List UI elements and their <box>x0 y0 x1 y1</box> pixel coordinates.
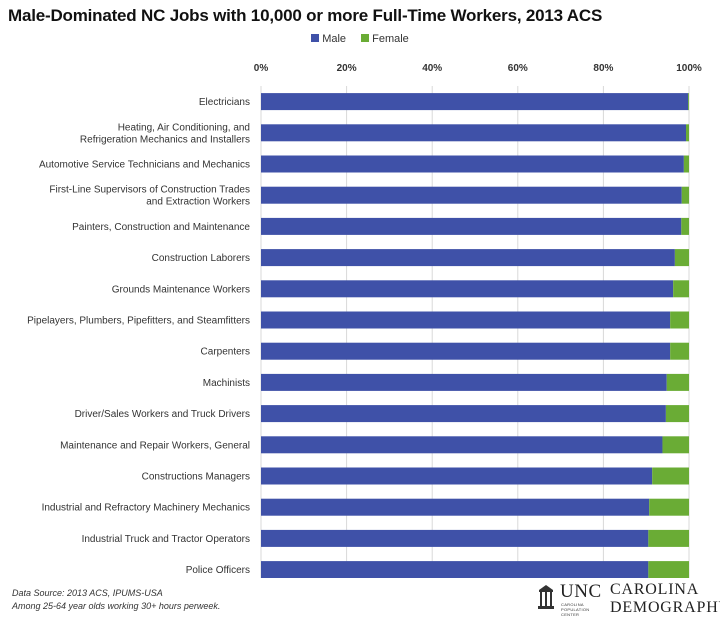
x-tick-label: 40% <box>422 63 442 74</box>
logo-sub-line: CENTER <box>561 612 580 617</box>
category-label: Electricians <box>199 97 250 108</box>
legend-item-female: Female <box>361 33 409 45</box>
x-tick-label: 60% <box>508 63 528 74</box>
category-label: Driver/Sales Workers and Truck Drivers <box>75 409 250 420</box>
bar-male <box>261 467 653 485</box>
category-label: First-Line Supervisors of Construction T… <box>49 185 250 208</box>
category-label: Automotive Service Technicians and Mecha… <box>39 160 250 171</box>
logo-sub-line: POPULATION <box>561 607 590 612</box>
category-label: Industrial and Refractory Machinery Mech… <box>42 503 250 514</box>
category-label: Constructions Managers <box>142 472 250 483</box>
bar-male <box>261 155 684 173</box>
footer-notes: Data Source: 2013 ACS, IPUMS-USA Among 2… <box>12 587 220 613</box>
legend-label-female: Female <box>372 33 409 45</box>
bar-male <box>261 498 650 516</box>
bar-male <box>261 373 667 391</box>
logo-word-carolina: CAROLINA <box>610 581 700 598</box>
bar-female <box>681 186 689 204</box>
chart-title: Male-Dominated NC Jobs with 10,000 or mo… <box>8 6 603 25</box>
category-label: Carpenters <box>201 347 250 358</box>
logo-word-demography: DEMOGRAPHY <box>610 599 720 616</box>
bar-female <box>670 342 689 360</box>
bar-male <box>261 280 674 298</box>
bar-male <box>261 186 682 204</box>
category-label: Painters, Construction and Maintenance <box>72 222 250 233</box>
legend-item-male: Male <box>311 33 346 45</box>
bar-male <box>261 217 682 235</box>
bar-female <box>662 436 689 454</box>
category-label: Heating, Air Conditioning, and Refrigerat… <box>80 122 250 145</box>
x-tick-label: 20% <box>337 63 357 74</box>
x-tick-label: 80% <box>593 63 613 74</box>
data-source-note: Data Source: 2013 ACS, IPUMS-USA <box>12 588 163 598</box>
bar-male <box>261 311 671 329</box>
legend-label-male: Male <box>322 33 347 45</box>
bar-female <box>674 249 689 267</box>
category-label: Machinists <box>203 378 250 389</box>
category-label: Police Officers <box>186 565 250 576</box>
bar-male <box>261 342 671 360</box>
category-label: Pipelayers, Plumbers, Pipefitters, and S… <box>27 316 250 327</box>
bar-chart: 0% 20% 40% 60% 80% 100% Electricians Heating, A… <box>27 63 702 578</box>
legend-swatch-male <box>311 34 320 42</box>
legend-swatch-female <box>361 34 370 42</box>
carolina-demography-logo: UNC CAROLINA POPULATION CENTER CAROLINA … <box>538 580 720 618</box>
bar-female <box>670 311 689 329</box>
bar-female <box>688 93 689 111</box>
bar-male <box>261 436 663 454</box>
bar-female <box>648 561 689 578</box>
x-tick-label: 0% <box>254 63 269 74</box>
bar-female <box>665 405 689 423</box>
bar-male <box>261 93 689 111</box>
bar-female <box>666 373 689 391</box>
category-label: Construction Laborers <box>152 253 250 264</box>
bar-male <box>261 249 675 267</box>
old-well-icon <box>538 585 554 609</box>
bar-female <box>649 498 689 516</box>
legend: Male Female <box>0 33 720 45</box>
bar-female <box>648 529 689 547</box>
bar-male <box>261 124 687 142</box>
x-tick-label: 100% <box>676 63 702 74</box>
category-label: Maintenance and Repair Workers, General <box>60 440 250 451</box>
category-label: Grounds Maintenance Workers <box>112 284 250 295</box>
logo-unc-text: UNC <box>560 581 602 602</box>
logo-subtext: CAROLINA POPULATION CENTER <box>561 602 601 617</box>
bar-male <box>261 561 649 578</box>
bar-female <box>683 155 689 173</box>
bar-male <box>261 405 666 423</box>
bar-female <box>681 217 689 235</box>
population-note: Among 25-64 year olds working 30+ hours … <box>12 601 221 611</box>
bar-female <box>652 467 689 485</box>
logo-sub-line: CAROLINA <box>561 602 584 607</box>
bar-female <box>673 280 689 298</box>
bar-male <box>261 529 649 547</box>
category-label: Industrial Truck and Tractor Operators <box>82 534 250 545</box>
bar-female <box>686 124 689 142</box>
